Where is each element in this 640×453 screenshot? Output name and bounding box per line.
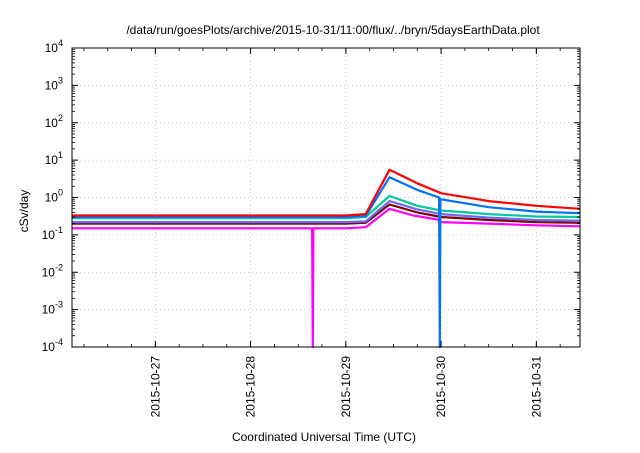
y-tick-label: 10-3 [42, 300, 63, 317]
y-tick-label: 103 [45, 75, 63, 92]
y-tick-label: 104 [45, 38, 63, 55]
series-line-2 [72, 203, 581, 225]
x-axis-label: Coordinated Universal Time (UTC) [232, 430, 416, 444]
y-tick-label: 100 [45, 188, 63, 205]
series-line-5 [72, 176, 581, 349]
y-tick-label: 102 [45, 113, 63, 130]
x-tick-label: 2015-10-30 [434, 356, 448, 418]
y-tick-label: 10-2 [42, 262, 63, 279]
grid [72, 47, 580, 348]
y-tick-label: 101 [45, 150, 63, 167]
series-group [72, 168, 581, 349]
x-tick-label: 2015-10-29 [339, 356, 353, 418]
ticks: 10-4 10-3 10-2 10-1 100 101 102 103 104 2015-10-2… [42, 38, 580, 417]
series-line-6 [72, 168, 581, 217]
x-tick-label: 2015-10-27 [148, 356, 162, 418]
series-line-3 [72, 200, 581, 224]
series-line-4 [72, 194, 581, 220]
x-tick-label: 2015-10-28 [244, 356, 258, 418]
y-axis-label: cSv/day [17, 190, 31, 233]
y-tick-label: 10-1 [42, 225, 63, 242]
y-tick-label: 10-4 [42, 337, 63, 354]
x-tick-label: 2015-10-31 [529, 356, 543, 418]
chart-title: /data/run/goesPlots/archive/2015-10-31/1… [126, 23, 540, 37]
series-line-1 [72, 207, 581, 349]
